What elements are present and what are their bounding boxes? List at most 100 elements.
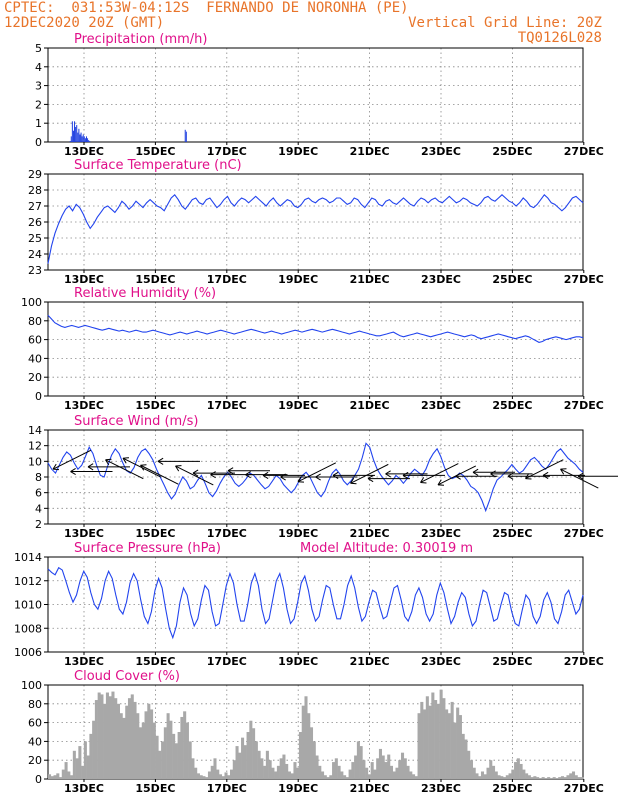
header-station-line: CPTEC: 031:53W-04:12S FERNANDO DE NORONH…: [4, 0, 409, 16]
cloud-bar: [577, 777, 581, 779]
cloud-bar: [395, 767, 399, 779]
precip-x-tick-label: 21DEC: [350, 145, 390, 158]
cloud-bar: [527, 775, 531, 779]
precip-bar: [71, 121, 73, 142]
cloud-bar: [53, 775, 57, 779]
cloud-bar: [326, 777, 330, 779]
cloud-bar: [111, 691, 115, 779]
cloud-bar: [519, 763, 523, 779]
cloud-bar: [505, 775, 509, 779]
precip-x-tick-label: 23DEC: [421, 145, 461, 158]
wind-frame: [47, 429, 584, 525]
wind-arrow-head: [262, 471, 269, 479]
wind-arrow: [175, 465, 214, 486]
cloud-bar: [238, 752, 242, 779]
wind-arrow: [420, 463, 459, 483]
temp-x-tick-label: 15DEC: [135, 273, 175, 286]
precip-bar: [83, 136, 85, 142]
cloud-bar: [414, 776, 418, 779]
cloud-bar: [213, 758, 217, 779]
wind-y-tick-label: 4: [35, 502, 42, 515]
cloud-bar: [249, 720, 253, 779]
temp-y-tick-label: 28: [28, 184, 42, 197]
precip-bar: [89, 141, 91, 142]
cloud-bar: [489, 760, 493, 779]
precip-bar: [88, 140, 90, 142]
cloud-bar: [188, 741, 192, 779]
cloud-bar: [359, 746, 363, 779]
cloud-bar: [425, 696, 429, 779]
cloud-bar: [403, 758, 407, 779]
cloud-bar: [351, 762, 355, 779]
cloud-bar: [321, 771, 325, 779]
wind-y-tick-label: 10: [28, 455, 42, 468]
cloud-bar: [464, 739, 468, 779]
wind-arrow-head: [420, 477, 427, 484]
cloud-bar: [307, 713, 311, 779]
cloud-bar: [508, 773, 512, 779]
cloud-bar: [447, 713, 451, 779]
cloud-y-tick-label: 0: [35, 773, 42, 786]
cloud-x-tick-label: 21DEC: [350, 782, 390, 795]
precip-bar: [74, 121, 76, 142]
wind-arrow-head: [87, 463, 94, 471]
cloud-bar: [480, 771, 485, 779]
wind-x-tick-label: 17DEC: [207, 527, 247, 540]
cloud-bar: [387, 754, 391, 779]
cloud-bar: [522, 769, 526, 779]
cloud-bar: [254, 741, 258, 779]
wind-arrow-head: [315, 473, 321, 481]
wind-arrow-head: [332, 471, 339, 479]
cloud-bar: [566, 775, 570, 779]
cloud-bar: [257, 750, 261, 779]
cloud-y-tick-label: 60: [28, 717, 42, 730]
cloud-bar: [116, 703, 120, 779]
cloud-bar: [78, 746, 82, 779]
cloud-bar: [67, 771, 71, 779]
cloud-bar: [439, 689, 443, 779]
precip-bar: [70, 136, 72, 142]
temp-x-tick-label: 17DEC: [207, 273, 247, 286]
precip-panel: [44, 47, 585, 145]
cloud-bar: [412, 774, 416, 779]
cloud-bar: [356, 741, 360, 779]
cloud-bar: [555, 778, 559, 779]
cloud-bar: [486, 767, 490, 779]
precip-x-tick-label: 15DEC: [135, 145, 175, 158]
cloud-bar: [547, 777, 551, 779]
wind-y-tick-label: 12: [28, 440, 42, 453]
pres-y-tick-label: 1008: [14, 622, 42, 635]
cloud-bar: [97, 692, 101, 779]
cloud-bar: [163, 727, 167, 779]
cloud-bar: [293, 762, 297, 779]
cloud-bar: [323, 775, 327, 779]
cloud-bar: [83, 741, 87, 779]
cloud-bar: [367, 774, 371, 779]
wind-arrow-head: [455, 472, 461, 480]
precip-x-tick-label: 17DEC: [207, 145, 247, 158]
precip-bar: [81, 136, 83, 142]
rh-panel: [44, 301, 585, 399]
precip-x-tick-label: 19DEC: [278, 145, 318, 158]
cloud-bar: [92, 720, 96, 779]
cloud-bar: [541, 777, 545, 779]
wind-arrow-head: [350, 477, 357, 485]
wind-title: Surface Wind (m/s): [74, 414, 198, 429]
cloud-bar: [381, 755, 385, 779]
wind-arrow-head: [227, 467, 234, 475]
cloud-bar: [61, 769, 65, 779]
cloud-bar: [152, 722, 156, 779]
cloud-bar: [108, 696, 112, 779]
cloud-bar: [86, 755, 90, 779]
cloud-bar: [580, 777, 584, 779]
wind-arrow-head: [122, 457, 130, 464]
cloud-bar: [232, 760, 236, 779]
precip-bar: [84, 138, 86, 142]
wind-y-tick-label: 2: [35, 518, 42, 531]
rh-y-tick-label: 60: [28, 334, 42, 347]
cloud-bar: [94, 700, 98, 779]
cloud-bar: [196, 773, 200, 779]
cloud-bar: [81, 765, 85, 779]
cloud-bar: [105, 692, 109, 779]
cloud-bar: [130, 694, 134, 779]
